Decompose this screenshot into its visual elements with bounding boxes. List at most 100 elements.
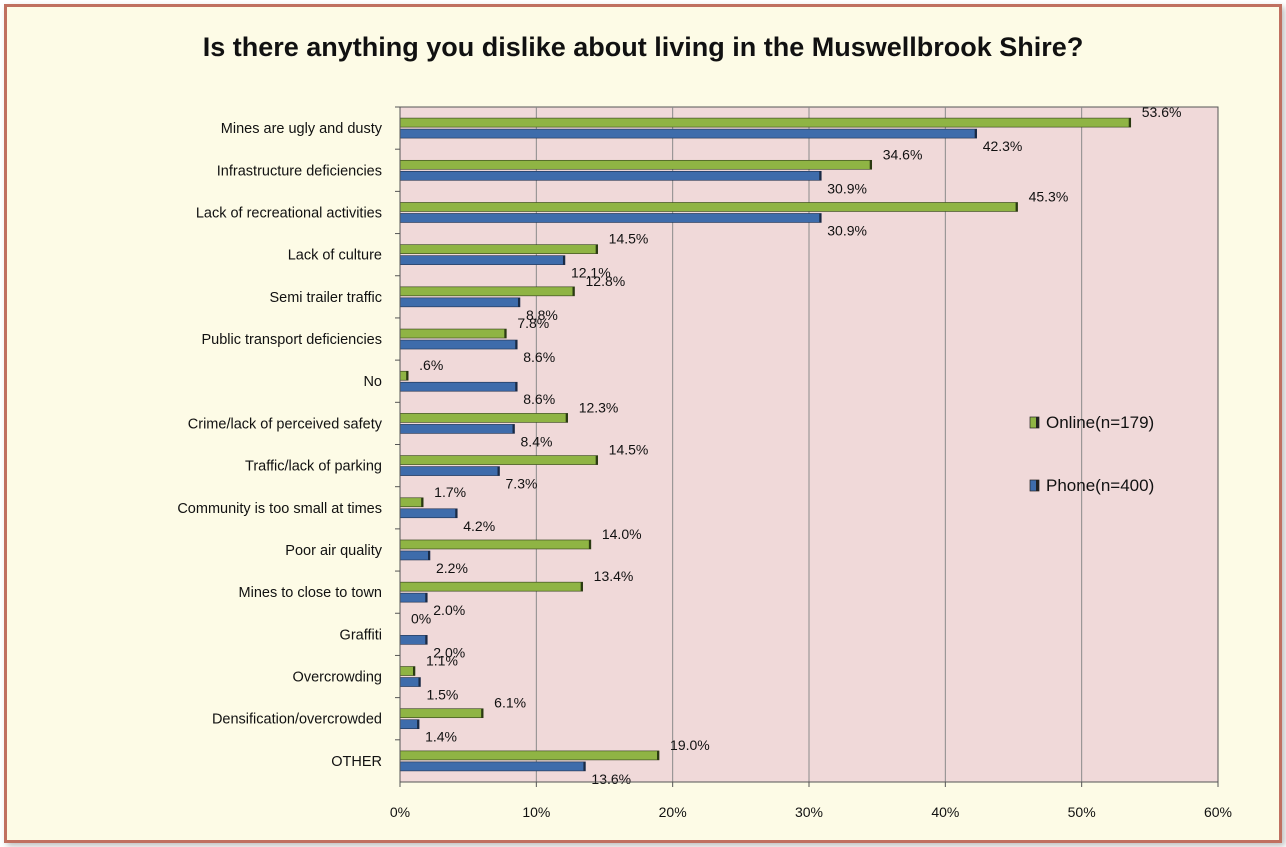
bar-online-cap <box>595 455 598 465</box>
bar-online <box>399 666 416 676</box>
bar-online <box>399 286 575 297</box>
data-label-phone: 8.4% <box>521 433 553 449</box>
legend-phone-label: Phone(n=400) <box>1046 476 1154 495</box>
data-label-online: 53.6% <box>1142 104 1182 120</box>
chart-title: Is there anything you dislike about livi… <box>202 32 1084 62</box>
bar-online <box>399 455 598 465</box>
category-label: Lack of recreational activities <box>196 205 382 221</box>
category-label: No <box>363 374 382 390</box>
bar-phone-cap <box>425 635 428 645</box>
data-label-phone: 8.6% <box>523 391 555 407</box>
bar-online <box>399 750 660 761</box>
bar-phone-cap <box>455 508 458 518</box>
x-tick-label: 0% <box>390 804 410 820</box>
bar-online-cap <box>1128 118 1131 128</box>
bar-online <box>399 244 598 254</box>
bar-online-cap <box>595 244 598 254</box>
data-label-online: 14.5% <box>609 231 649 247</box>
data-label-phone: 8.8% <box>526 307 558 323</box>
x-tick-label: 60% <box>1204 804 1232 820</box>
data-label-phone: 4.2% <box>463 518 495 534</box>
category-label: Crime/lack of perceived safety <box>188 416 383 432</box>
x-tick-label: 10% <box>522 804 550 820</box>
data-label-phone: 2.0% <box>433 602 465 618</box>
bar-phone-cap <box>819 213 822 223</box>
bar-online-cap <box>421 497 424 507</box>
data-label-online: .6% <box>419 357 443 373</box>
bar-phone <box>399 297 521 308</box>
category-label: OTHER <box>331 754 382 770</box>
bar-phone-cap <box>417 719 420 729</box>
bar-phone <box>399 128 977 139</box>
bar-phone-cap <box>974 129 977 139</box>
data-label-phone: 13.6% <box>591 771 631 787</box>
bar-phone <box>399 170 822 181</box>
data-label-phone: 1.4% <box>425 729 457 745</box>
x-tick-label: 20% <box>659 804 687 820</box>
bar-phone-cap <box>583 761 586 771</box>
data-label-online: 1.1% <box>426 653 458 669</box>
bar-phone-cap <box>515 382 518 392</box>
data-label-online: 13.4% <box>594 568 634 584</box>
bar-online <box>399 159 873 170</box>
bar-phone-cap <box>512 424 515 434</box>
data-label-phone: 7.3% <box>506 476 538 492</box>
legend-online-label: Online(n=179) <box>1046 413 1154 432</box>
legend-online-swatch-edge <box>1036 417 1039 428</box>
category-label: Overcrowding <box>293 670 382 686</box>
category-label: Mines are ugly and dusty <box>221 121 383 137</box>
bar-phone <box>399 719 420 730</box>
bar-phone <box>399 466 500 476</box>
bar-online-cap <box>504 329 507 339</box>
bar-phone-cap <box>418 677 421 687</box>
category-label: Infrastructure deficiencies <box>217 163 382 179</box>
bar-online-cap <box>580 582 583 592</box>
x-tick-label: 50% <box>1068 804 1096 820</box>
data-label-online: 6.1% <box>494 695 526 711</box>
data-label-phone: 42.3% <box>983 138 1023 154</box>
data-label-phone: 2.0% <box>433 644 465 660</box>
category-label: Traffic/lack of parking <box>245 459 382 475</box>
bar-phone <box>399 592 428 603</box>
data-label-online: 45.3% <box>1029 188 1069 204</box>
category-label: Lack of culture <box>288 248 382 264</box>
data-label-online: 7.8% <box>517 315 549 331</box>
data-label-online: 0% <box>411 610 431 626</box>
data-label-phone: 1.5% <box>426 687 458 703</box>
bar-online-cap <box>1015 202 1018 212</box>
data-label-phone: 2.2% <box>436 560 468 576</box>
bar-online-cap <box>406 371 409 381</box>
bar-online-cap <box>481 708 484 718</box>
bar-online-cap <box>412 666 415 676</box>
bar-online-cap <box>565 413 568 423</box>
bar-online <box>399 413 568 423</box>
bar-phone <box>399 635 428 645</box>
data-label-online: 12.3% <box>579 399 619 415</box>
bar-phone-cap <box>497 466 500 476</box>
bar-online <box>399 497 424 508</box>
data-label-online: 19.0% <box>670 737 710 753</box>
x-tick-label: 30% <box>795 804 823 820</box>
category-label: Mines to close to town <box>239 585 382 601</box>
data-label-phone: 8.6% <box>523 349 555 365</box>
category-label: Densification/overcrowded <box>212 712 382 728</box>
bar-phone <box>399 761 586 772</box>
category-label: Community is too small at times <box>177 501 382 517</box>
bar-phone <box>399 255 566 265</box>
bar-online <box>399 708 484 719</box>
legend-phone-swatch-edge <box>1036 480 1039 491</box>
bar-phone-cap <box>515 340 518 350</box>
bar-phone <box>399 339 518 350</box>
data-label-phone: 30.9% <box>827 222 867 238</box>
bar-phone <box>399 508 458 519</box>
data-label-phone: 30.9% <box>827 180 867 196</box>
category-label: Graffiti <box>340 627 382 643</box>
bar-phone-cap <box>517 297 520 307</box>
bar-online <box>399 328 507 339</box>
bar-online <box>399 117 1132 128</box>
bar-phone <box>399 381 518 392</box>
category-label: Semi trailer traffic <box>269 290 382 306</box>
data-label-phone: 12.1% <box>571 265 611 281</box>
data-label-online: 14.0% <box>602 526 642 542</box>
